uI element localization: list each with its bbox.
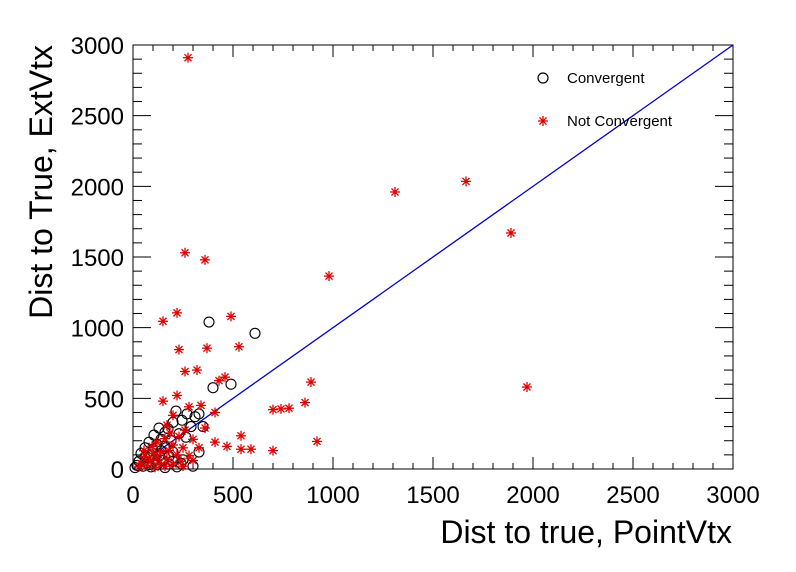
point-convergent bbox=[185, 421, 197, 433]
point-not-convergent bbox=[162, 420, 172, 431]
point-not-convergent bbox=[246, 444, 256, 455]
diagonal-line bbox=[132, 44, 734, 470]
point-not-convergent bbox=[222, 441, 232, 452]
point-not-convergent bbox=[196, 400, 206, 411]
point-not-convergent bbox=[202, 343, 212, 354]
point-not-convergent bbox=[183, 52, 193, 63]
x-tick-label: 2000 bbox=[506, 482, 559, 509]
point-not-convergent bbox=[300, 397, 310, 408]
point-not-convergent bbox=[234, 341, 244, 352]
point-not-convergent bbox=[165, 427, 175, 438]
point-not-convergent bbox=[236, 444, 246, 455]
y-tick-label: 3000 bbox=[71, 33, 124, 60]
point-not-convergent bbox=[156, 447, 166, 458]
point-not-convergent bbox=[142, 460, 152, 471]
point-not-convergent bbox=[168, 410, 178, 421]
point-not-convergent bbox=[522, 382, 532, 393]
axis-ticks bbox=[132, 44, 734, 470]
point-not-convergent bbox=[178, 461, 188, 472]
point-not-convergent bbox=[226, 311, 236, 322]
x-axis-title: Dist to true, PointVtx bbox=[440, 514, 732, 550]
point-convergent bbox=[165, 435, 177, 447]
point-not-convergent bbox=[461, 176, 471, 187]
point-convergent bbox=[207, 382, 219, 394]
x-tick-label: 1000 bbox=[306, 482, 359, 509]
x-tick-label: 2500 bbox=[606, 482, 659, 509]
point-not-convergent bbox=[306, 377, 316, 388]
y-tick-label: 1000 bbox=[71, 316, 124, 343]
x-tick-label: 1500 bbox=[406, 482, 459, 509]
point-not-convergent bbox=[188, 434, 198, 445]
point-not-convergent bbox=[268, 445, 278, 456]
point-convergent bbox=[189, 411, 201, 423]
y-tick-label: 2500 bbox=[71, 104, 124, 131]
point-not-convergent bbox=[158, 316, 168, 327]
point-not-convergent bbox=[162, 454, 172, 465]
point-not-convergent bbox=[146, 455, 156, 466]
point-not-convergent bbox=[139, 445, 149, 456]
point-not-convergent bbox=[168, 459, 178, 470]
point-not-convergent bbox=[200, 423, 210, 434]
legend-marker-convergent bbox=[537, 72, 549, 84]
point-not-convergent bbox=[150, 462, 160, 473]
point-not-convergent bbox=[200, 254, 210, 265]
y-tick-label: 2000 bbox=[71, 174, 124, 201]
point-convergent bbox=[197, 421, 209, 433]
point-not-convergent bbox=[158, 396, 168, 407]
point-not-convergent bbox=[134, 461, 144, 472]
legend-label-not-convergent: Not Convergent bbox=[567, 113, 673, 130]
point-not-convergent bbox=[160, 461, 170, 472]
point-not-convergent bbox=[178, 442, 188, 453]
point-not-convergent bbox=[312, 436, 322, 447]
point-not-convergent bbox=[180, 425, 190, 436]
point-not-convergent bbox=[210, 407, 220, 418]
point-not-convergent bbox=[194, 442, 204, 453]
legend-marker-not-convergent bbox=[538, 116, 548, 126]
legend: Convergent Not Convergent bbox=[537, 70, 673, 130]
point-not-convergent bbox=[236, 430, 246, 441]
x-tick-label: 500 bbox=[213, 482, 253, 509]
point-not-convergent bbox=[506, 227, 516, 238]
point-convergent bbox=[203, 316, 215, 328]
y-tick-label: 0 bbox=[111, 457, 124, 484]
point-not-convergent bbox=[192, 365, 202, 376]
tick-labels: 0 500 1000 1500 2000 2500 3000 0 500 1000 1500 2000… bbox=[71, 33, 760, 509]
y-axis-title: Dist to True, ExtVtx bbox=[23, 45, 59, 319]
point-convergent bbox=[225, 378, 237, 390]
legend-asterisk bbox=[538, 116, 548, 126]
point-not-convergent bbox=[390, 186, 400, 197]
point-not-convergent bbox=[168, 439, 178, 450]
y-tick-label: 500 bbox=[84, 386, 124, 413]
point-not-convergent bbox=[210, 437, 220, 448]
point-not-convergent bbox=[172, 390, 182, 401]
point-not-convergent bbox=[180, 366, 190, 377]
point-convergent bbox=[249, 327, 261, 339]
reference-line bbox=[132, 44, 734, 470]
y-tick-label: 1500 bbox=[71, 245, 124, 272]
x-tick-label: 0 bbox=[126, 482, 139, 509]
point-not-convergent bbox=[174, 431, 184, 442]
point-not-convergent bbox=[214, 375, 224, 386]
point-convergent bbox=[170, 405, 182, 417]
point-not-convergent bbox=[147, 441, 157, 452]
point-not-convergent bbox=[184, 401, 194, 412]
point-not-convergent bbox=[284, 403, 294, 414]
point-convergent bbox=[143, 459, 155, 471]
x-tick-label: 3000 bbox=[706, 482, 759, 509]
point-not-convergent bbox=[180, 247, 190, 258]
point-not-convergent bbox=[188, 455, 198, 466]
point-not-convergent bbox=[268, 404, 278, 415]
point-not-convergent bbox=[164, 445, 174, 456]
point-not-convergent bbox=[276, 403, 286, 414]
point-not-convergent bbox=[174, 344, 184, 355]
point-not-convergent bbox=[324, 271, 334, 282]
point-not-convergent bbox=[184, 450, 194, 461]
point-not-convergent bbox=[172, 307, 182, 318]
data-points bbox=[129, 52, 532, 474]
legend-label-convergent: Convergent bbox=[567, 70, 645, 87]
point-not-convergent bbox=[172, 449, 182, 460]
